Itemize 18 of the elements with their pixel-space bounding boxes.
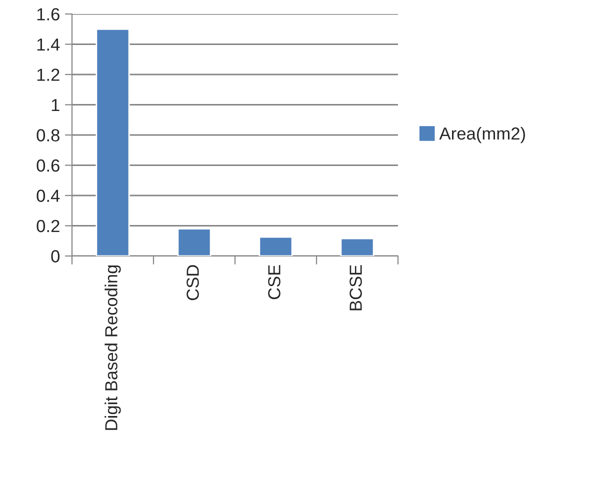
y-tick-label: 1 <box>52 99 60 112</box>
x-tick-label: Digit Based Recoding <box>104 265 121 430</box>
x-tick-label: CSE <box>268 265 280 300</box>
y-tick-label: 0 <box>51 250 60 262</box>
x-tick-label: CSD <box>186 265 199 300</box>
y-tick-label: 0.2 <box>36 220 60 232</box>
y-tick-label: 0.8 <box>36 129 60 142</box>
y-tick-label: 1.6 <box>37 8 60 20</box>
y-tick-label: 0.6 <box>36 159 60 172</box>
legend-label: Area(mm2) <box>439 126 525 144</box>
y-tick-label: 0.4 <box>36 190 60 202</box>
y-tick-label: 1.4 <box>37 38 60 51</box>
y-tick-label: 1.2 <box>37 68 60 81</box>
bar <box>177 228 212 256</box>
bar <box>96 28 130 256</box>
x-tick-label: BCSE <box>350 265 362 310</box>
bar <box>258 236 293 256</box>
bar <box>340 238 374 256</box>
